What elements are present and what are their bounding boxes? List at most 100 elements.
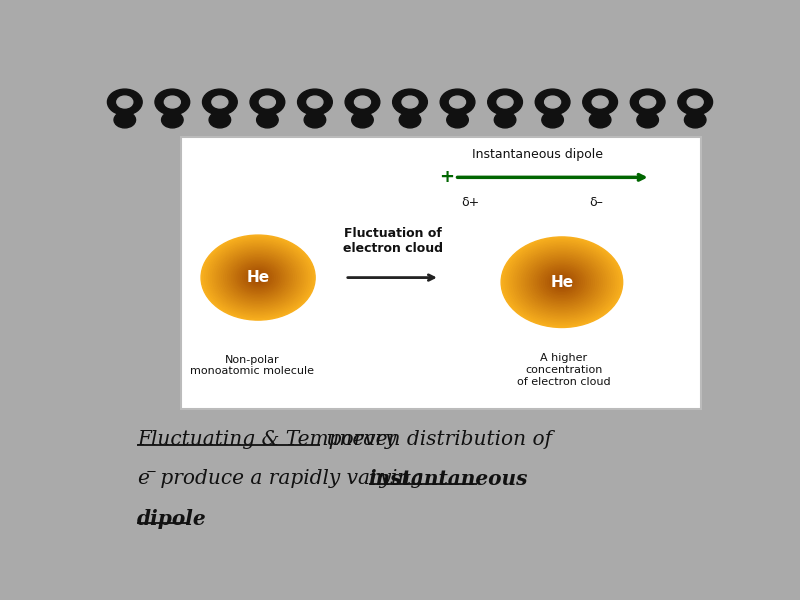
Circle shape: [494, 112, 516, 128]
Circle shape: [209, 112, 230, 128]
Circle shape: [450, 96, 466, 108]
Circle shape: [256, 276, 260, 279]
Circle shape: [252, 274, 264, 282]
Circle shape: [220, 249, 296, 306]
Circle shape: [241, 265, 275, 290]
Circle shape: [545, 96, 561, 108]
Text: instantaneous: instantaneous: [369, 469, 528, 490]
Circle shape: [542, 112, 563, 128]
Circle shape: [222, 251, 294, 305]
Text: He: He: [550, 275, 574, 290]
Text: δ+: δ+: [462, 196, 480, 209]
Circle shape: [523, 254, 600, 311]
Circle shape: [245, 268, 271, 287]
Circle shape: [640, 96, 656, 108]
Circle shape: [560, 281, 564, 284]
Circle shape: [205, 238, 311, 317]
Circle shape: [514, 246, 610, 319]
Circle shape: [488, 89, 522, 115]
Text: Non-polar
monoatomic molecule: Non-polar monoatomic molecule: [190, 355, 314, 376]
Circle shape: [239, 263, 277, 292]
Circle shape: [226, 254, 290, 302]
Circle shape: [354, 96, 370, 108]
Text: Instantaneous dipole: Instantaneous dipole: [471, 148, 602, 161]
Text: Fluctuation of
electron cloud: Fluctuation of electron cloud: [342, 227, 442, 254]
Circle shape: [550, 273, 574, 291]
Text: Fluctuating & Temporary: Fluctuating & Temporary: [138, 430, 397, 449]
Circle shape: [534, 261, 590, 304]
Circle shape: [546, 270, 578, 294]
Circle shape: [535, 263, 588, 302]
Text: uneven distribution of: uneven distribution of: [320, 430, 553, 449]
Circle shape: [254, 275, 262, 280]
Circle shape: [538, 264, 586, 301]
Circle shape: [582, 89, 618, 115]
Circle shape: [243, 266, 274, 289]
Circle shape: [678, 89, 713, 115]
Circle shape: [554, 276, 570, 288]
Circle shape: [535, 89, 570, 115]
Circle shape: [527, 257, 596, 308]
Text: +: +: [439, 169, 454, 187]
Circle shape: [515, 247, 609, 317]
Circle shape: [687, 96, 703, 108]
Circle shape: [162, 112, 183, 128]
Circle shape: [522, 252, 602, 313]
Circle shape: [393, 89, 427, 115]
Circle shape: [214, 245, 302, 310]
Circle shape: [234, 259, 283, 296]
Circle shape: [155, 89, 190, 115]
Text: A higher
concentration
of electron cloud: A higher concentration of electron cloud: [517, 353, 610, 386]
Circle shape: [526, 255, 598, 310]
Circle shape: [257, 112, 278, 128]
Circle shape: [250, 272, 266, 283]
Circle shape: [304, 112, 326, 128]
Circle shape: [440, 89, 475, 115]
Circle shape: [399, 112, 421, 128]
Circle shape: [212, 96, 228, 108]
Circle shape: [209, 241, 307, 314]
Circle shape: [530, 258, 594, 307]
Circle shape: [637, 112, 658, 128]
Circle shape: [590, 112, 611, 128]
Circle shape: [250, 89, 285, 115]
Circle shape: [548, 272, 576, 293]
Circle shape: [511, 244, 613, 320]
Circle shape: [298, 89, 332, 115]
Circle shape: [402, 96, 418, 108]
Circle shape: [558, 279, 566, 285]
Circle shape: [630, 89, 665, 115]
Circle shape: [352, 112, 374, 128]
Circle shape: [510, 243, 614, 322]
Circle shape: [206, 239, 310, 316]
Circle shape: [542, 267, 582, 298]
Circle shape: [213, 244, 304, 311]
Circle shape: [218, 248, 298, 307]
Circle shape: [237, 262, 279, 293]
Circle shape: [503, 238, 621, 326]
Text: produce a rapidly varying: produce a rapidly varying: [154, 469, 430, 488]
Text: δ–: δ–: [589, 196, 603, 209]
FancyBboxPatch shape: [181, 137, 702, 409]
Circle shape: [164, 96, 180, 108]
Circle shape: [249, 271, 268, 284]
Circle shape: [531, 260, 592, 305]
Circle shape: [107, 89, 142, 115]
Circle shape: [505, 240, 618, 325]
Text: He: He: [246, 270, 270, 285]
Circle shape: [497, 96, 513, 108]
Text: dipole: dipole: [138, 509, 207, 529]
Text: −: −: [145, 466, 156, 479]
Circle shape: [230, 256, 286, 299]
Circle shape: [201, 235, 315, 320]
Circle shape: [685, 112, 706, 128]
Circle shape: [224, 252, 292, 303]
Circle shape: [345, 89, 380, 115]
Circle shape: [117, 96, 133, 108]
Circle shape: [544, 269, 580, 296]
Circle shape: [307, 96, 323, 108]
Circle shape: [114, 112, 135, 128]
Circle shape: [507, 241, 617, 323]
Circle shape: [556, 278, 568, 287]
Circle shape: [592, 96, 608, 108]
